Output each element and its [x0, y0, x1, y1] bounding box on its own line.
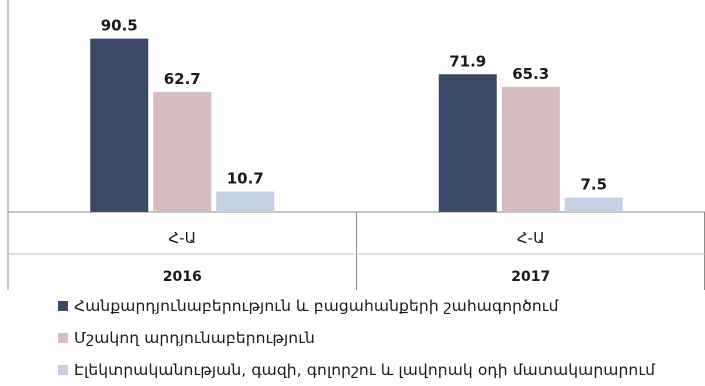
- x-tick-label-region: Հ-Ա: [168, 229, 196, 247]
- chart-legend: Հանքարդյունաբերություն և բացահանքերի շահ…: [58, 290, 698, 386]
- bar: [438, 74, 497, 213]
- legend-entry: Մշակող արդյունաբերություն: [58, 322, 698, 354]
- data-label: 65.3: [512, 65, 549, 83]
- data-label: 10.7: [227, 170, 264, 188]
- data-label: 90.5: [101, 17, 138, 35]
- x-tick-label-year: 2016: [163, 269, 202, 285]
- data-label: 7.5: [580, 176, 607, 194]
- data-label: 71.9: [449, 52, 486, 70]
- x-tick-label-region: Հ-Ա: [517, 229, 545, 247]
- legend-label: Էլեկտրականության, գազի, գոլորշու և լավոր…: [74, 361, 656, 379]
- x-tick-label-year: 2017: [511, 269, 550, 285]
- bar: [216, 191, 275, 212]
- chart-labels: 90.5 62.7 10.7 Հ-Ա 2016 71.9 65.3 7.5 Հ-Ա 2017: [101, 17, 607, 285]
- bar: [501, 86, 560, 212]
- bar: [153, 91, 212, 212]
- bar: [90, 38, 149, 213]
- legend-entry: Հանքարդյունաբերություն և բացահանքերի շահ…: [58, 290, 698, 322]
- legend-swatch: [58, 333, 68, 343]
- bar-chart: 90.5 62.7 10.7 Հ-Ա 2016 71.9 65.3 7.5 Հ-Ա 2017: [7, 0, 705, 290]
- bar: [564, 197, 623, 212]
- legend-label: Հանքարդյունաբերություն և բացահանքերի շահ…: [74, 297, 559, 315]
- data-label: 62.7: [164, 70, 201, 88]
- legend-entry: Էլեկտրականության, գազի, գոլորշու և լավոր…: [58, 354, 698, 386]
- legend-swatch: [58, 365, 68, 375]
- legend-label: Մշակող արդյունաբերություն: [74, 329, 315, 347]
- chart-bars: [90, 38, 623, 213]
- legend-swatch: [58, 301, 68, 311]
